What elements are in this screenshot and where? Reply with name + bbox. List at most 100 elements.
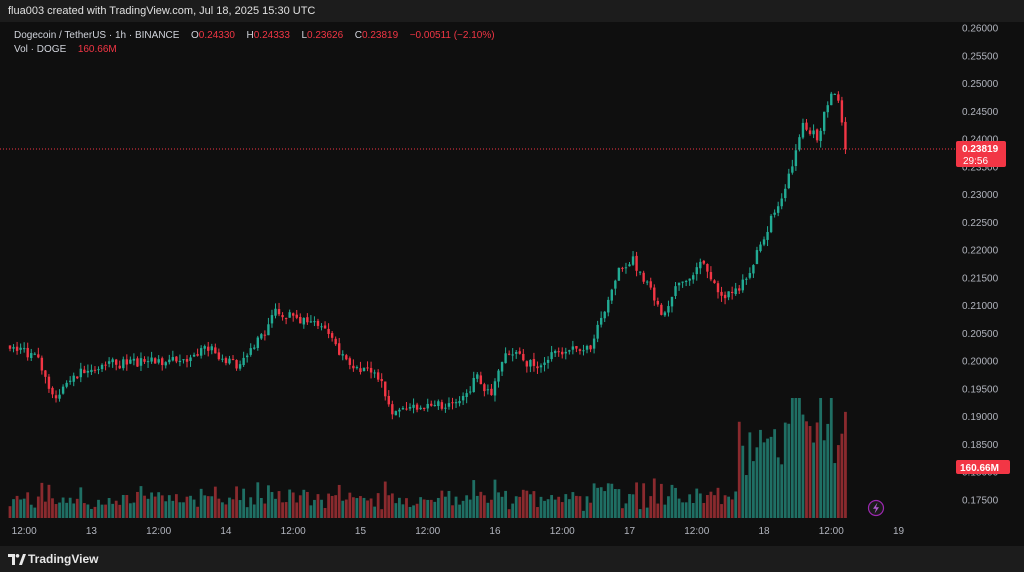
candle-body — [391, 404, 394, 415]
volume-bar — [440, 490, 444, 518]
candle-body — [79, 368, 82, 378]
candle-body — [422, 407, 426, 409]
x-tick-label: 12:00 — [146, 526, 171, 537]
candle-body — [592, 338, 596, 349]
volume-bars — [8, 398, 847, 518]
candle-body — [302, 318, 306, 325]
volume-bar — [734, 491, 738, 518]
last-price-badge — [956, 141, 1006, 167]
volume-bar — [412, 505, 415, 518]
volume-bar — [79, 487, 83, 518]
candle-body — [295, 314, 298, 318]
volume-bar — [451, 505, 454, 518]
x-tick-label: 15 — [355, 526, 367, 537]
volume-bar — [160, 495, 164, 518]
volume-bar — [599, 487, 603, 518]
low-label: L — [301, 30, 308, 41]
candle-body — [54, 395, 58, 399]
volume-bar — [518, 496, 522, 518]
volume-bar — [327, 493, 330, 518]
volume-bar — [819, 398, 823, 518]
volume-bar — [213, 486, 217, 518]
volume-bar — [174, 494, 178, 518]
candle-body — [553, 351, 557, 354]
candle-body — [794, 150, 798, 167]
y-tick-label: 0.17500 — [962, 496, 999, 507]
symbol-name[interactable]: Dogecoin / TetherUS · 1h · BINANCE — [14, 30, 180, 41]
candle-body — [706, 264, 709, 272]
candle-body — [564, 351, 567, 354]
volume-bar — [72, 503, 76, 518]
volume-bar — [330, 495, 334, 518]
candle-body — [631, 256, 635, 265]
volume-bar — [826, 423, 830, 518]
volume-bar — [104, 504, 107, 518]
volume-bar — [663, 504, 667, 518]
volume-bar — [840, 433, 844, 518]
y-tick-label: 0.23000 — [962, 190, 999, 201]
volume-bar — [97, 499, 100, 518]
time-axis[interactable]: 12:00 13 12:00 14 12:00 15 12:00 16 12:00 17 12:00… — [12, 526, 905, 537]
candle-body — [44, 370, 47, 377]
volume-bar — [475, 495, 479, 518]
volume-bar — [26, 492, 30, 518]
candle-body — [529, 359, 532, 367]
candle-body — [362, 367, 366, 371]
price-chart[interactable]: 0.26000 0.25500 0.25000 0.24500 0.24000 0.235… — [0, 0, 1024, 546]
candle-body — [585, 345, 589, 350]
candle-body — [175, 356, 178, 362]
volume-bar — [525, 490, 529, 518]
volume-bar — [203, 495, 207, 518]
candle-body — [341, 354, 344, 356]
price-axis[interactable]: 0.26000 0.25500 0.25000 0.24500 0.24000 0.235… — [962, 24, 999, 507]
volume-bar — [196, 506, 200, 518]
volume-bar — [12, 499, 15, 518]
volume-bar — [422, 499, 426, 518]
volume-bar — [387, 495, 391, 518]
volume-bar — [40, 482, 44, 518]
candle-body — [366, 367, 369, 369]
volume-bar — [75, 498, 79, 518]
candle-body — [713, 280, 716, 284]
volume-bar — [589, 502, 592, 518]
candle-body — [214, 347, 217, 354]
candle-body — [628, 264, 631, 267]
candle-body — [8, 345, 12, 349]
volume-bar — [82, 503, 86, 518]
candle-body — [274, 308, 277, 316]
candle-body — [210, 346, 213, 351]
candle-body — [316, 320, 320, 326]
lightning-icon[interactable] — [867, 499, 885, 517]
volume-bar — [829, 398, 833, 518]
candle-body — [663, 312, 667, 316]
candle-body — [599, 317, 603, 325]
volume-bar — [90, 508, 93, 518]
candle-body — [823, 111, 826, 131]
candle-body — [299, 316, 302, 324]
candle-body — [755, 250, 759, 264]
symbol-legend: Dogecoin / TetherUS · 1h · BINANCE O0.24… — [14, 29, 495, 57]
tradingview-logo-icon — [8, 554, 26, 565]
volume-bar — [575, 495, 578, 518]
volume-bar — [808, 426, 812, 518]
x-tick-label: 12:00 — [415, 526, 440, 537]
candle-body — [260, 334, 263, 339]
candle-body — [430, 403, 433, 406]
volume-bar — [93, 506, 97, 518]
volume-bar — [121, 494, 125, 518]
last-price-badge-text: 0.23819 — [962, 144, 999, 155]
candle-body — [759, 244, 762, 252]
tradingview-logo-text[interactable]: TradingView — [28, 552, 99, 566]
volume-bar — [100, 504, 104, 518]
candle-body — [136, 358, 139, 367]
candle-body — [309, 321, 313, 323]
candle-body — [667, 306, 670, 313]
candle-body — [798, 137, 801, 150]
candle-body — [284, 318, 288, 320]
candle-body — [596, 324, 599, 339]
volume-bar — [730, 499, 734, 518]
volume-bar — [497, 492, 500, 518]
volume-bar — [787, 423, 791, 518]
candle-body — [125, 359, 129, 365]
volume-label[interactable]: Vol · DOGE — [14, 44, 67, 55]
